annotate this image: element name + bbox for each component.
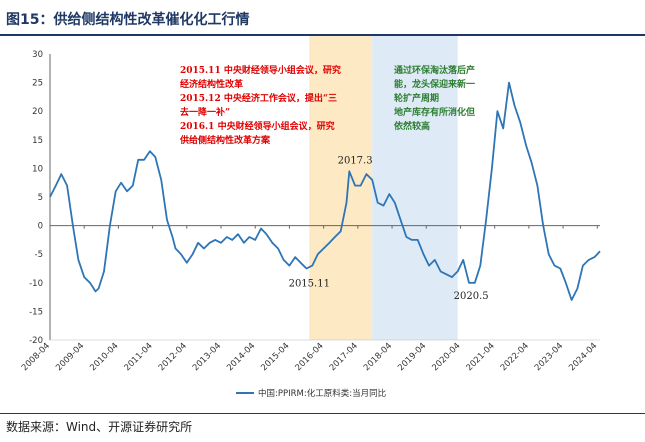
- x-tick-label: 2014-04: [225, 341, 257, 373]
- x-tick-label: 2022-04: [499, 341, 531, 373]
- shaded-period-2: [372, 36, 458, 340]
- annotation-red-line: 去一降一补”: [180, 106, 230, 118]
- y-tick-label: -15: [29, 307, 43, 317]
- x-tick-label: 2012-04: [157, 341, 189, 373]
- annotation-red-line: 2015.12 中央经济工作会议，提出“三: [180, 92, 337, 104]
- title-rule: [0, 34, 645, 36]
- y-tick-label: -10: [29, 279, 43, 289]
- annotation-red-line: 供给侧结构性改革方案: [179, 134, 271, 146]
- x-tick-label: 2010-04: [88, 341, 120, 373]
- y-tick-label: 0: [38, 222, 43, 232]
- x-tick-label: 2011-04: [123, 341, 155, 373]
- shaded-periods: [309, 36, 458, 340]
- annotation-green-line: 通过环保淘汰落后产: [394, 64, 475, 76]
- annotation-point-label: 2015.11: [289, 279, 330, 290]
- x-tick-label: 2009-04: [54, 341, 86, 373]
- x-tick-label: 2017-04: [328, 341, 360, 373]
- legend: 中国:PPIRM:化工原料类:当月同比: [236, 388, 386, 399]
- y-tick-label: 20: [32, 107, 43, 117]
- x-tick-label: 2013-04: [191, 341, 223, 373]
- shaded-period-1: [309, 36, 373, 340]
- x-tick-label: 2015-04: [259, 341, 291, 373]
- y-tick-label: 25: [32, 79, 43, 89]
- y-tick-label: 30: [32, 50, 43, 60]
- legend-label: 中国:PPIRM:化工原料类:当月同比: [258, 388, 386, 399]
- series-line-1: [49, 81, 601, 301]
- annotation-point-label: 2017.3: [338, 155, 373, 166]
- y-tick-label: -20: [29, 336, 43, 346]
- y-tick-label: -5: [35, 250, 43, 260]
- x-tick-label: 2024-04: [567, 341, 599, 373]
- annotation-green-line: 能，龙头保迎来新一: [394, 78, 475, 90]
- y-tick-label: 15: [32, 136, 43, 146]
- annotation-green-line: 依然较高: [394, 120, 430, 132]
- annotation-red-line: 2015.11 中央财经领导小组会议，研究: [180, 64, 341, 76]
- annotation-green-line: 轮扩产周期: [394, 92, 439, 104]
- y-tick-label: 5: [38, 193, 43, 203]
- x-tick-label: 2016-04: [294, 341, 326, 373]
- x-tick-label: 2023-04: [533, 341, 565, 373]
- x-tick-label: 2019-04: [396, 341, 428, 373]
- x-tick-label: 2021-04: [465, 341, 497, 373]
- source-note: 数据来源：Wind、开源证券研究所: [6, 420, 193, 434]
- x-tick-label: 2020-04: [430, 341, 462, 373]
- annotation-red-line: 2016.1 中央财经领导小组会议，研究: [180, 120, 335, 132]
- annotation-red-line: 经济结构性改革: [180, 78, 243, 90]
- series-layer: [49, 81, 601, 301]
- y-tick-label: 10: [32, 164, 43, 174]
- source-rule: [0, 413, 645, 414]
- chart-title: 图15：供给侧结构性改革催化化工行情: [6, 12, 250, 28]
- annotation-green-line: 地产库存有所消化但: [394, 106, 475, 118]
- x-tick-label: 2018-04: [362, 341, 394, 373]
- annotation-point-label: 2020.5: [454, 291, 489, 302]
